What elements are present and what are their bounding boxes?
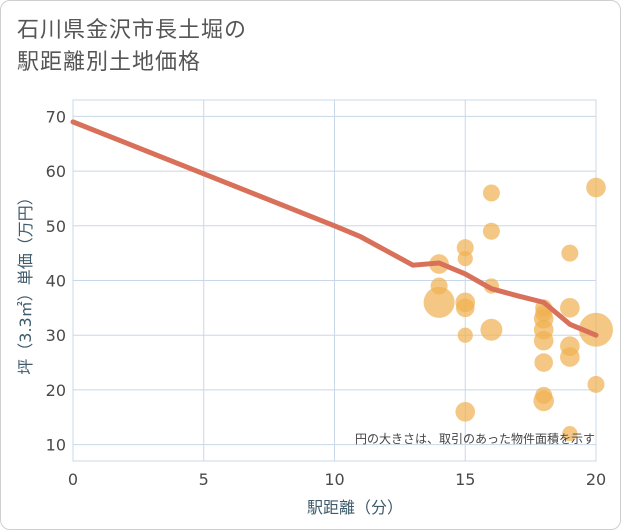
data-point <box>579 312 613 347</box>
data-point <box>482 184 500 202</box>
y-tick-label: 40 <box>46 272 66 291</box>
data-point <box>561 244 579 262</box>
data-point <box>457 251 473 267</box>
y-tick-label: 30 <box>46 326 66 345</box>
data-point <box>533 390 554 412</box>
data-point <box>562 426 578 442</box>
trend-series <box>70 119 599 338</box>
trend-line <box>70 119 599 338</box>
data-point <box>456 239 474 257</box>
size-note: 円の大きさは、取引のあった物件面積を示す <box>355 431 595 446</box>
x-tick-label: 15 <box>455 470 475 489</box>
y-axis-label: 坪（3.3㎡）単価（万円） <box>16 189 35 374</box>
data-point <box>482 222 500 240</box>
data-point <box>480 318 503 341</box>
x-tick-label: 5 <box>199 470 209 489</box>
data-point <box>455 298 475 318</box>
data-point <box>534 353 554 372</box>
y-tick-label: 70 <box>46 107 66 126</box>
y-tick-label: 60 <box>46 162 66 181</box>
x-tick-label: 10 <box>324 470 344 489</box>
data-point <box>457 327 473 343</box>
chart-title: 石川県金沢市長土堀の 駅距離別土地価格 <box>17 15 247 79</box>
data-point <box>586 177 606 198</box>
data-point <box>560 298 580 318</box>
x-axis-label: 駅距離（分） <box>307 498 403 517</box>
data-point <box>455 401 476 422</box>
chart-title-line2: 駅距離別土地価格 <box>17 50 202 75</box>
data-point <box>533 330 554 351</box>
x-tick-label: 0 <box>68 470 78 489</box>
data-point <box>560 347 580 367</box>
tick-labels: 0 5 10 15 20 10 20 30 40 50 60 70 <box>46 107 607 489</box>
x-tick-label: 20 <box>586 470 606 489</box>
grid-lines <box>72 99 597 462</box>
bubble-series <box>423 177 613 442</box>
y-tick-label: 10 <box>46 436 66 455</box>
data-point <box>587 375 605 393</box>
chart-title-line1: 石川県金沢市長土堀の <box>17 18 248 43</box>
y-tick-label: 20 <box>46 381 66 400</box>
y-tick-label: 50 <box>46 217 66 236</box>
data-point <box>423 286 455 318</box>
